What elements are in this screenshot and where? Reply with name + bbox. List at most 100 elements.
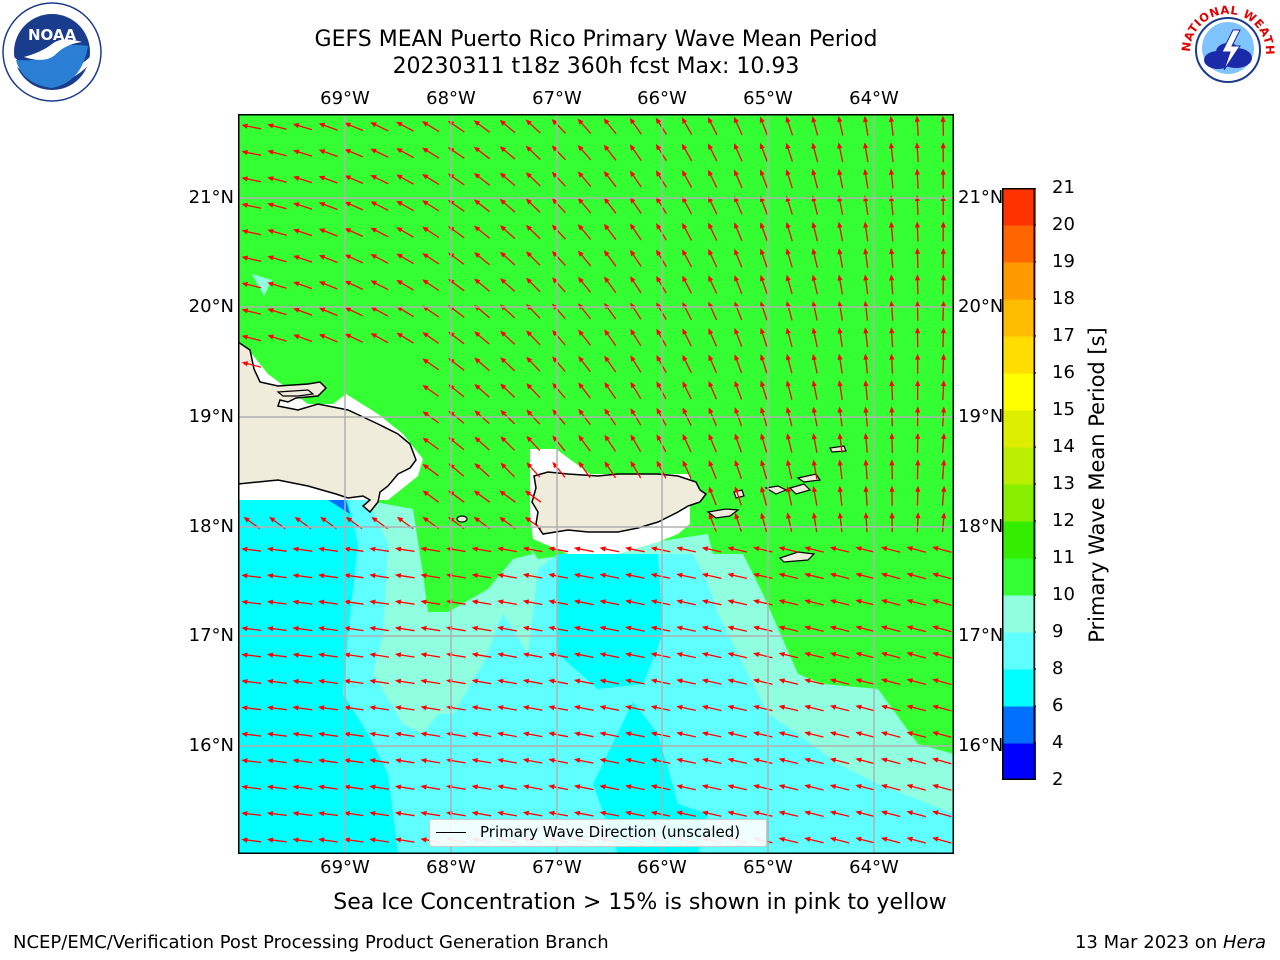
wave-arrow-head: [471, 784, 478, 790]
wave-arrow-head: [863, 432, 869, 440]
wave-arrow-head: [778, 731, 785, 737]
wave-arrow-head: [241, 784, 248, 790]
wave-arrow-head: [863, 485, 869, 492]
wave-arrow-head: [727, 599, 734, 605]
wave-arrow-head: [471, 625, 478, 631]
wave-arrow-head: [500, 462, 507, 469]
wave-arrow-head: [370, 306, 377, 312]
wave-arrow-head: [526, 356, 533, 363]
wave-arrow-head: [682, 328, 688, 335]
wave-arrow-head: [267, 546, 274, 552]
wave-arrow-head: [625, 757, 632, 763]
colorbar-band: [1002, 336, 1036, 374]
wave-arrow-head: [650, 572, 658, 578]
wave-arrow-head: [292, 811, 299, 817]
wave-arrow-head: [734, 275, 739, 282]
wave-arrow-head: [603, 171, 610, 178]
wave-arrow-head: [734, 327, 740, 335]
wave-arrow-head: [932, 731, 939, 737]
wave-arrow-head: [932, 678, 939, 684]
wave-arrow-head: [577, 145, 584, 152]
wave-arrow-head: [625, 652, 632, 658]
colorbar-tick-label: 16: [1052, 362, 1075, 383]
wave-arrow-head: [599, 625, 606, 631]
wave-arrow-head: [759, 142, 765, 150]
wave-arrow-head: [318, 731, 325, 737]
wave-arrow-head: [497, 652, 504, 658]
wave-arrow-head: [471, 573, 478, 579]
wave-arrow-head: [804, 836, 811, 842]
wave-arrow-head: [548, 625, 555, 631]
wave-arrow-head: [497, 731, 504, 737]
wave-arrow-head: [551, 224, 558, 231]
wave-arrow-head: [548, 652, 555, 658]
lon-tick-bottom: 67°W: [532, 857, 582, 878]
wave-arrow-head: [522, 546, 530, 552]
wave-arrow-head: [573, 599, 581, 605]
wave-arrow-head: [941, 512, 947, 519]
wave-arrow-head: [888, 142, 894, 149]
wave-arrow-head: [681, 170, 688, 177]
colorbar-band: [1002, 632, 1036, 670]
wave-arrow-head: [915, 485, 921, 492]
wave-arrow-head: [837, 353, 843, 360]
wave-arrow-head: [497, 784, 504, 790]
wave-arrow-head: [573, 678, 581, 684]
wave-arrow-head: [889, 432, 895, 439]
wave-arrow-head: [932, 572, 939, 578]
wave-arrow-head: [551, 171, 558, 178]
wave-arrow-head: [650, 599, 658, 605]
wave-arrow-head: [474, 463, 481, 469]
wave-arrow-head: [880, 836, 888, 842]
wave-arrow-head: [420, 731, 427, 737]
wave-arrow-head: [734, 459, 740, 467]
wave-arrow-head: [940, 380, 947, 387]
wave-arrow-head: [682, 407, 688, 415]
lat-tick-right: 16°N: [958, 735, 1004, 756]
wave-arrow-head: [578, 435, 584, 442]
wave-arrow-head: [318, 784, 325, 790]
wave-arrow-head: [786, 486, 792, 493]
wave-arrow-head: [241, 255, 248, 261]
wave-arrow-head: [394, 678, 402, 684]
wave-arrow-head: [655, 143, 662, 151]
wave-arrow-head: [829, 836, 837, 842]
wave-arrow-head: [573, 705, 581, 711]
wave-arrow-head: [889, 274, 895, 281]
wave-arrow-head: [701, 652, 709, 658]
wave-arrow-head: [599, 731, 606, 737]
wave-arrow-head: [394, 758, 402, 764]
wave-arrow-head: [267, 678, 274, 685]
wave-arrow-head: [906, 704, 913, 710]
wave-arrow-head: [811, 301, 817, 308]
colorbar-tick-label: 6: [1052, 695, 1064, 716]
wave-arrow-head: [420, 625, 427, 631]
wave-arrow-head: [889, 300, 895, 307]
colorbar-band: [1002, 225, 1036, 263]
wave-arrow-head: [369, 705, 376, 711]
wave-arrow-head: [630, 328, 636, 336]
wave-arrow-head: [474, 357, 481, 364]
wave-arrow-head: [422, 437, 429, 444]
wave-arrow-head: [889, 380, 895, 387]
wave-arrow-head: [525, 119, 532, 126]
wave-arrow-head: [573, 784, 581, 790]
wave-arrow-head: [829, 810, 837, 816]
wave-arrow-head: [267, 731, 274, 737]
wave-arrow-head: [394, 731, 402, 737]
wave-arrow-head: [241, 679, 248, 685]
wave-arrow-head: [811, 248, 817, 255]
wave-arrow-head: [344, 201, 352, 207]
wave-arrow-head: [837, 116, 843, 123]
wave-arrow-head: [708, 275, 714, 282]
wave-arrow-head: [785, 274, 791, 282]
wave-arrow-head: [578, 276, 584, 284]
period-band-6-8-west: [238, 499, 398, 854]
wave-arrow-head: [473, 225, 481, 232]
wave-arrow-head: [473, 490, 480, 497]
wave-arrow-head: [599, 810, 606, 816]
wave-arrow-head: [522, 678, 530, 684]
wave-arrow-head: [241, 123, 248, 129]
wave-arrow-head: [471, 758, 478, 764]
wave-arrow-head: [829, 572, 837, 578]
